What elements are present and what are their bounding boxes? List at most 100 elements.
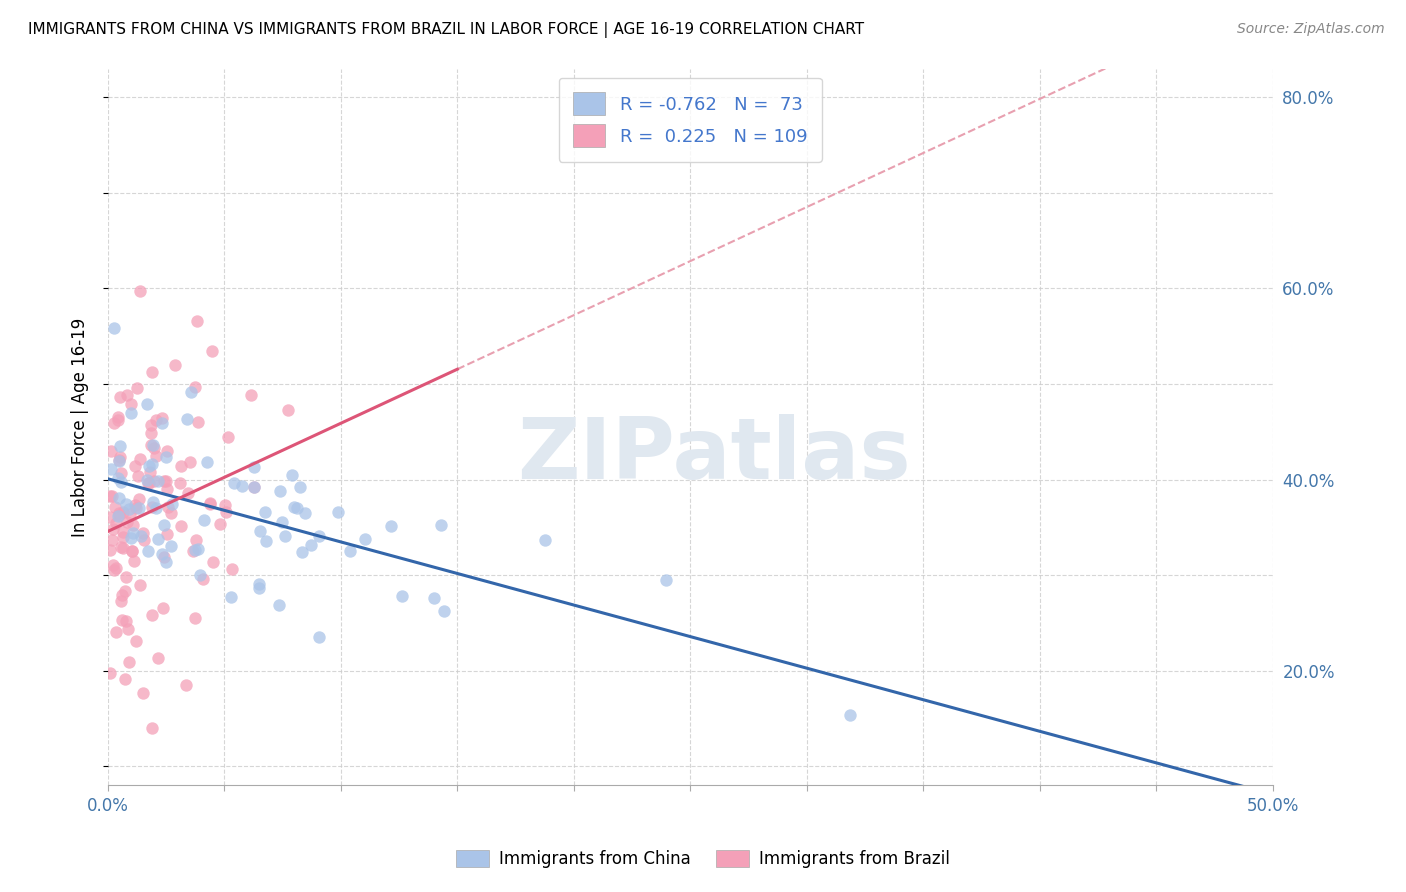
- Text: IMMIGRANTS FROM CHINA VS IMMIGRANTS FROM BRAZIL IN LABOR FORCE | AGE 16-19 CORRE: IMMIGRANTS FROM CHINA VS IMMIGRANTS FROM…: [28, 22, 865, 38]
- Point: [326, 505, 349, 519]
- Point: [122, 525, 145, 540]
- Point: [198, 496, 221, 510]
- Point: [273, 529, 295, 543]
- Point: [155, 474, 177, 488]
- Point: [150, 547, 173, 561]
- Point: [115, 614, 138, 628]
- Point: [107, 509, 129, 524]
- Point: [150, 411, 173, 425]
- Point: [100, 444, 122, 458]
- Point: [141, 608, 163, 623]
- Point: [219, 590, 242, 604]
- Point: [142, 441, 165, 455]
- Point: [104, 500, 127, 514]
- Point: [141, 721, 163, 735]
- Point: [107, 454, 129, 468]
- Point: [125, 634, 148, 648]
- Point: [124, 459, 146, 474]
- Point: [115, 387, 138, 401]
- Point: [127, 469, 149, 483]
- Point: [108, 439, 131, 453]
- Point: [108, 390, 131, 404]
- Point: [131, 686, 153, 700]
- Point: [110, 593, 132, 607]
- Point: [146, 474, 169, 488]
- Point: [111, 614, 134, 628]
- Point: [128, 491, 150, 506]
- Point: [141, 500, 163, 515]
- Point: [187, 416, 209, 430]
- Point: [142, 475, 165, 489]
- Point: [269, 598, 291, 612]
- Point: [111, 530, 134, 544]
- Point: [122, 518, 145, 533]
- Point: [145, 413, 167, 427]
- Point: [139, 417, 162, 432]
- Point: [256, 534, 278, 549]
- Point: [101, 522, 124, 536]
- Point: [121, 544, 143, 558]
- Point: [104, 625, 127, 640]
- Point: [277, 403, 299, 417]
- Point: [186, 533, 208, 548]
- Point: [146, 650, 169, 665]
- Point: [136, 397, 159, 411]
- Point: [533, 533, 555, 547]
- Point: [98, 489, 121, 503]
- Point: [839, 708, 862, 723]
- Point: [155, 555, 177, 569]
- Point: [655, 573, 678, 587]
- Point: [181, 544, 204, 558]
- Point: [187, 541, 209, 556]
- Point: [253, 505, 276, 519]
- Point: [115, 497, 138, 511]
- Point: [120, 406, 142, 420]
- Point: [150, 416, 173, 430]
- Y-axis label: In Labor Force | Age 16-19: In Labor Force | Age 16-19: [72, 318, 89, 537]
- Point: [108, 491, 131, 506]
- Point: [294, 506, 316, 520]
- Point: [242, 480, 264, 494]
- Point: [138, 458, 160, 473]
- Point: [249, 581, 271, 595]
- Point: [103, 563, 125, 577]
- Point: [243, 459, 266, 474]
- Point: [249, 524, 271, 538]
- Point: [183, 611, 205, 625]
- Point: [156, 482, 179, 496]
- Point: [120, 531, 142, 545]
- Point: [153, 474, 176, 488]
- Point: [353, 532, 375, 546]
- Point: [128, 501, 150, 516]
- Point: [112, 541, 135, 555]
- Point: [221, 562, 243, 576]
- Point: [152, 518, 174, 533]
- Point: [430, 517, 453, 532]
- Point: [103, 417, 125, 431]
- Point: [285, 500, 308, 515]
- Point: [153, 549, 176, 564]
- Point: [179, 455, 201, 469]
- Point: [107, 452, 129, 467]
- Point: [107, 410, 129, 425]
- Point: [110, 466, 132, 480]
- Point: [145, 449, 167, 463]
- Point: [136, 475, 159, 490]
- Point: [129, 529, 152, 543]
- Point: [155, 450, 177, 464]
- Point: [170, 458, 193, 473]
- Point: [339, 544, 361, 558]
- Point: [118, 501, 141, 516]
- Point: [132, 526, 155, 541]
- Point: [141, 457, 163, 471]
- Point: [169, 476, 191, 491]
- Point: [100, 461, 122, 475]
- Point: [124, 498, 146, 512]
- Point: [180, 385, 202, 400]
- Point: [101, 489, 124, 503]
- Point: [156, 527, 179, 541]
- Point: [156, 444, 179, 458]
- Point: [290, 480, 312, 494]
- Point: [118, 655, 141, 669]
- Point: [391, 589, 413, 603]
